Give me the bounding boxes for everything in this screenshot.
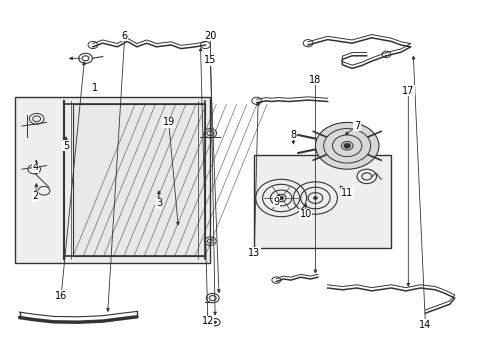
Text: 14: 14 xyxy=(418,320,431,330)
Bar xyxy=(73,104,205,256)
Text: 6: 6 xyxy=(122,31,127,41)
Text: 2: 2 xyxy=(33,191,39,201)
Text: 19: 19 xyxy=(162,117,175,127)
Text: 11: 11 xyxy=(340,188,353,198)
Text: 16: 16 xyxy=(55,291,67,301)
Text: 15: 15 xyxy=(203,55,216,66)
Circle shape xyxy=(343,143,350,148)
Circle shape xyxy=(278,196,283,200)
Text: 4: 4 xyxy=(33,162,39,172)
Text: 18: 18 xyxy=(308,75,321,85)
Text: 3: 3 xyxy=(156,198,162,208)
Text: 5: 5 xyxy=(63,141,69,151)
Text: 7: 7 xyxy=(353,121,359,131)
Text: 17: 17 xyxy=(401,86,414,96)
Text: 10: 10 xyxy=(299,209,311,219)
Text: 1: 1 xyxy=(92,83,98,93)
Text: 13: 13 xyxy=(247,248,260,258)
Circle shape xyxy=(315,122,378,169)
Bar xyxy=(15,97,210,263)
Circle shape xyxy=(313,197,317,199)
Text: 8: 8 xyxy=(290,130,296,140)
Text: 20: 20 xyxy=(203,31,216,41)
Bar xyxy=(254,155,390,248)
Text: 9: 9 xyxy=(273,197,279,207)
Circle shape xyxy=(213,321,216,323)
Text: 12: 12 xyxy=(201,316,214,326)
